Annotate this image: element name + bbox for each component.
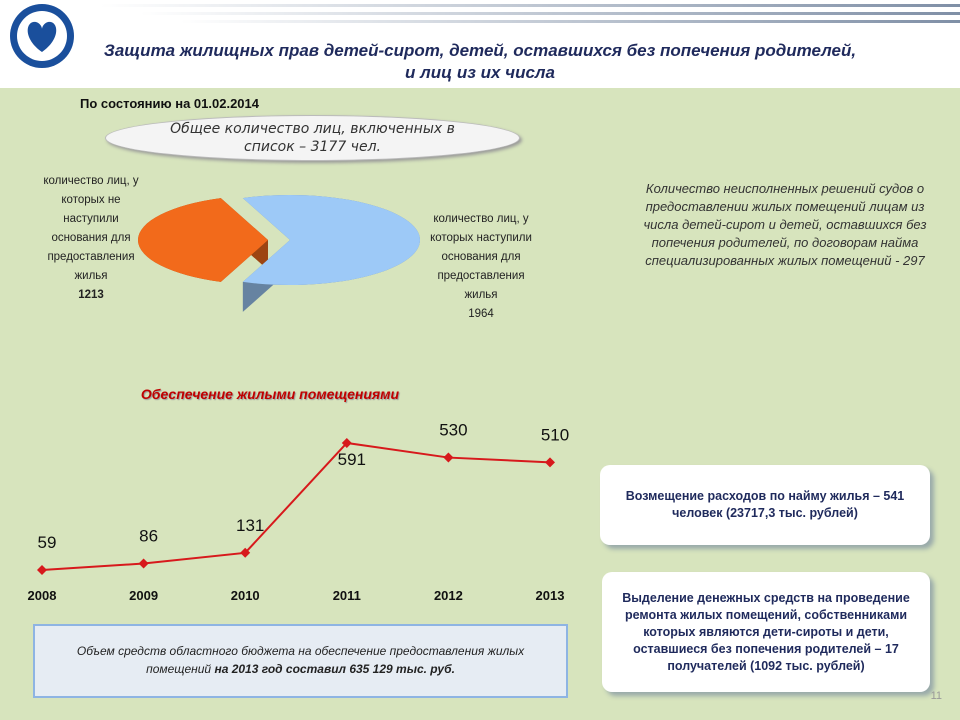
pie-category: количество лиц, у которых наступили осно…	[430, 213, 532, 301]
decor-bar	[140, 12, 960, 15]
value-label: 530	[439, 421, 467, 440]
note-text: Объем средств областного бюджета на обес…	[76, 644, 525, 676]
pie-value: 1964	[468, 308, 494, 320]
total-oval: Общее количество лиц, включенных в списо…	[105, 115, 520, 161]
pie-label: количество лиц, у которых не наступили о…	[35, 172, 147, 305]
value-label: 131	[236, 516, 264, 535]
line	[41, 441, 551, 571]
slide-title: Защита жилищных прав детей-сирот, детей,…	[103, 41, 857, 82]
info-text: Возмещение расходов по найму жилья – 541…	[625, 489, 905, 520]
marker	[545, 457, 555, 468]
date: По состоянию на 01.02.2014	[80, 96, 259, 111]
marker	[341, 438, 352, 448]
marker	[138, 558, 149, 569]
value-label: 86	[139, 527, 158, 546]
page-number: 11	[930, 690, 942, 702]
x-tick-label: 2011	[333, 588, 361, 603]
x-tick-label: 2012	[434, 588, 463, 603]
info-box: Возмещение расходов по найму жилья – 541…	[600, 465, 930, 545]
note-emphasis: на 2013 год составил 635 129 тыс. руб.	[214, 662, 455, 676]
marker	[240, 547, 251, 558]
decor-bar	[180, 20, 960, 23]
value-label: 591	[338, 450, 366, 469]
marker	[37, 565, 47, 575]
value-label: 59	[38, 533, 57, 552]
pie-label: количество лиц, у которых наступили осно…	[422, 210, 540, 324]
marker	[443, 452, 454, 463]
header: Защита жилищных прав детей-сирот, детей,…	[0, 0, 960, 88]
info-text: Выделение денежных средств на проведение…	[622, 590, 910, 673]
pie-value: 1213	[78, 289, 104, 301]
slice	[242, 195, 421, 285]
x-tick-label: 2010	[231, 588, 260, 603]
info-box: Выделение денежных средств на проведение…	[602, 572, 930, 692]
slice	[138, 198, 268, 282]
x-tick-label: 2013	[536, 588, 565, 603]
pie-category: количество лиц, у которых не наступили о…	[43, 175, 139, 282]
decor-bar	[100, 4, 960, 7]
line-chart-title: Обеспечение жилыми помещениями	[141, 386, 400, 402]
x-tick-label: 2009	[129, 588, 158, 603]
value-label: 510	[541, 425, 569, 444]
total-text: Общее количество лиц, включенных в списо…	[170, 121, 455, 155]
x-tick-label: 2008	[28, 588, 57, 603]
logo	[10, 4, 74, 68]
budget-note: Объем средств областного бюджета на обес…	[33, 624, 568, 698]
unfulfilled-text: Количество неисполненных решений судов о…	[643, 181, 927, 268]
